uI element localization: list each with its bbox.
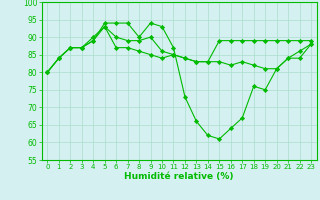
- X-axis label: Humidité relative (%): Humidité relative (%): [124, 172, 234, 181]
